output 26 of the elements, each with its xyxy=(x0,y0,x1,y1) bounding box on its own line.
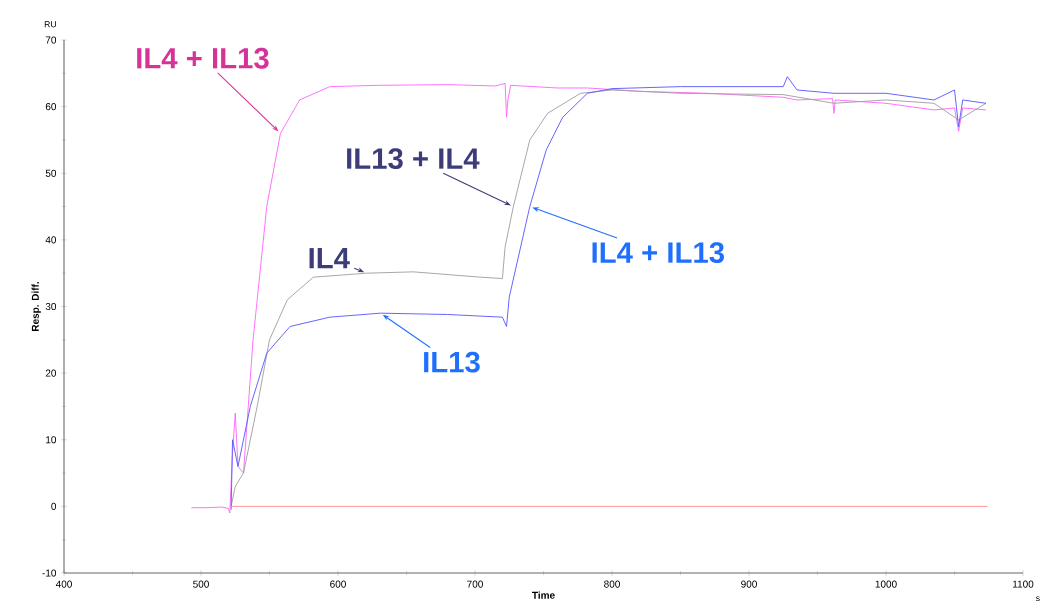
x-axis-title: Time xyxy=(532,591,555,599)
x-tick-label: 600 xyxy=(330,580,346,588)
y-tick-label: 10 xyxy=(46,436,57,444)
y-tick-label: 40 xyxy=(45,236,57,244)
annotation: IL4 xyxy=(309,248,350,269)
y-axis-title: Resp. Diff. xyxy=(31,282,41,332)
y-tick-label: 50 xyxy=(45,169,57,177)
x-tick-label: 1100 xyxy=(1013,580,1034,588)
x-tick-label: 900 xyxy=(741,580,757,588)
text: s xyxy=(1035,596,1040,602)
annotation: IL13 + IL4 xyxy=(347,148,480,169)
x-tick-label: 500 xyxy=(193,580,209,588)
x-tick-label: 400 xyxy=(55,580,72,588)
x-tick-label: 1000 xyxy=(875,580,897,588)
text: RU xyxy=(44,21,56,28)
annotation: IL13 xyxy=(424,351,480,373)
x-tick-label: 700 xyxy=(467,580,483,588)
y-tick-label: 20 xyxy=(45,369,57,377)
y-tick-label: 0 xyxy=(51,502,57,510)
annotation: IL4 + IL13 xyxy=(137,47,269,69)
y-tick-label: -10 xyxy=(42,569,57,577)
annotation: IL4 + IL13 xyxy=(592,242,724,263)
x-tick-label: 800 xyxy=(604,580,620,588)
y-tick-label: 70 xyxy=(45,36,57,44)
y-tick-label: 30 xyxy=(45,302,57,311)
y-tick-label: 60 xyxy=(45,103,57,111)
